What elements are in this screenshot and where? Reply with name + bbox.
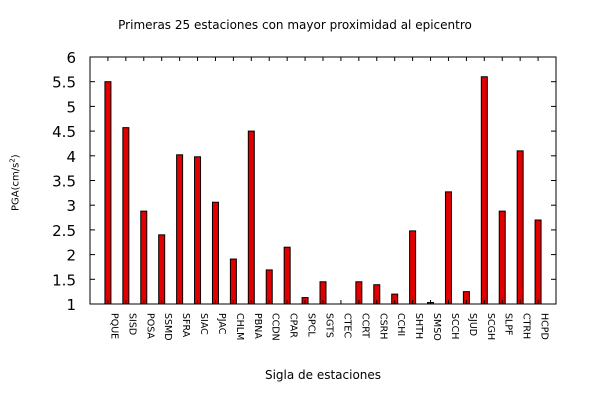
x-tick-label: PBNA (252, 313, 263, 339)
x-tick-label: POSA (144, 313, 155, 339)
bar-pque (104, 81, 112, 305)
x-tick-label: CPAR (288, 313, 299, 338)
x-tick-label: SISD (126, 313, 137, 335)
bar-ssmd (158, 234, 166, 305)
x-tick-label: PQUE (108, 313, 119, 339)
y-tick-label: 3 (66, 197, 76, 215)
y-tick-label: 2.5 (52, 222, 76, 240)
bars-group (104, 76, 542, 305)
bar-chlm (229, 258, 237, 305)
bar-sfra (176, 154, 184, 305)
x-tick-label: SCCH (449, 313, 460, 339)
y-tick-label: 6 (66, 49, 76, 67)
x-tick-label: SFRA (180, 313, 191, 338)
x-tick-label: SIAC (198, 313, 209, 335)
x-tick-label: CHLM (234, 313, 245, 340)
y-tick-label: 4.5 (52, 123, 76, 141)
bar-pjac (211, 201, 219, 305)
x-tick-label: SLPF (503, 313, 514, 336)
x-tick-label: CCRT (359, 313, 370, 338)
y-tick-label: 2 (66, 247, 76, 265)
x-axis-label: Sigla de estaciones (264, 368, 382, 382)
bar-shth (409, 230, 417, 305)
x-tick-label: CTRH (521, 313, 532, 339)
x-tick-label: CTEC (341, 313, 352, 338)
y-tick-label: 5.5 (52, 74, 76, 92)
chart-title: Primeras 25 estaciones con mayor proximi… (118, 18, 472, 32)
x-tick-label: SMSO (431, 313, 442, 341)
bar-ccdn (265, 269, 273, 305)
bar-siac (194, 156, 202, 305)
x-tick-label: PJAC (216, 313, 227, 335)
x-tick-label: SGTS (324, 313, 335, 338)
bar-ctrh (516, 150, 524, 305)
x-tick-label: CCDN (270, 313, 281, 341)
x-tick-label: SJUD (467, 313, 478, 336)
bar-scgh (480, 76, 488, 305)
x-tick-label: CCHI (395, 313, 406, 336)
bar-slpf (498, 210, 506, 305)
bar-sisd (122, 127, 130, 305)
x-tick-label: SSMD (162, 313, 173, 341)
bar-pbna (247, 130, 255, 305)
x-tick-label: CSRH (377, 313, 388, 339)
bar-posa (140, 210, 148, 305)
x-tick-label: SPCL (306, 313, 317, 337)
y-tick-label: 5 (66, 98, 76, 116)
y-tick-label: 1 (66, 296, 76, 314)
x-tick-label: HCPD (539, 313, 550, 340)
x-tick-label: SCGH (485, 313, 496, 340)
y-tick-label: 4 (66, 148, 76, 166)
bar-cpar (283, 246, 291, 305)
axes-group: 1 1.5 2 2.5 3 3.5 4 4.5 5 5.5 6 PQUE SISD POSA SSMD SFR… (52, 49, 557, 341)
bar-scch (444, 191, 452, 305)
y-tick-label: 3.5 (52, 173, 76, 191)
x-tick-label: SHTH (413, 313, 424, 339)
y-tick-label: 1.5 (52, 271, 76, 289)
bar-hcpd (534, 219, 542, 305)
